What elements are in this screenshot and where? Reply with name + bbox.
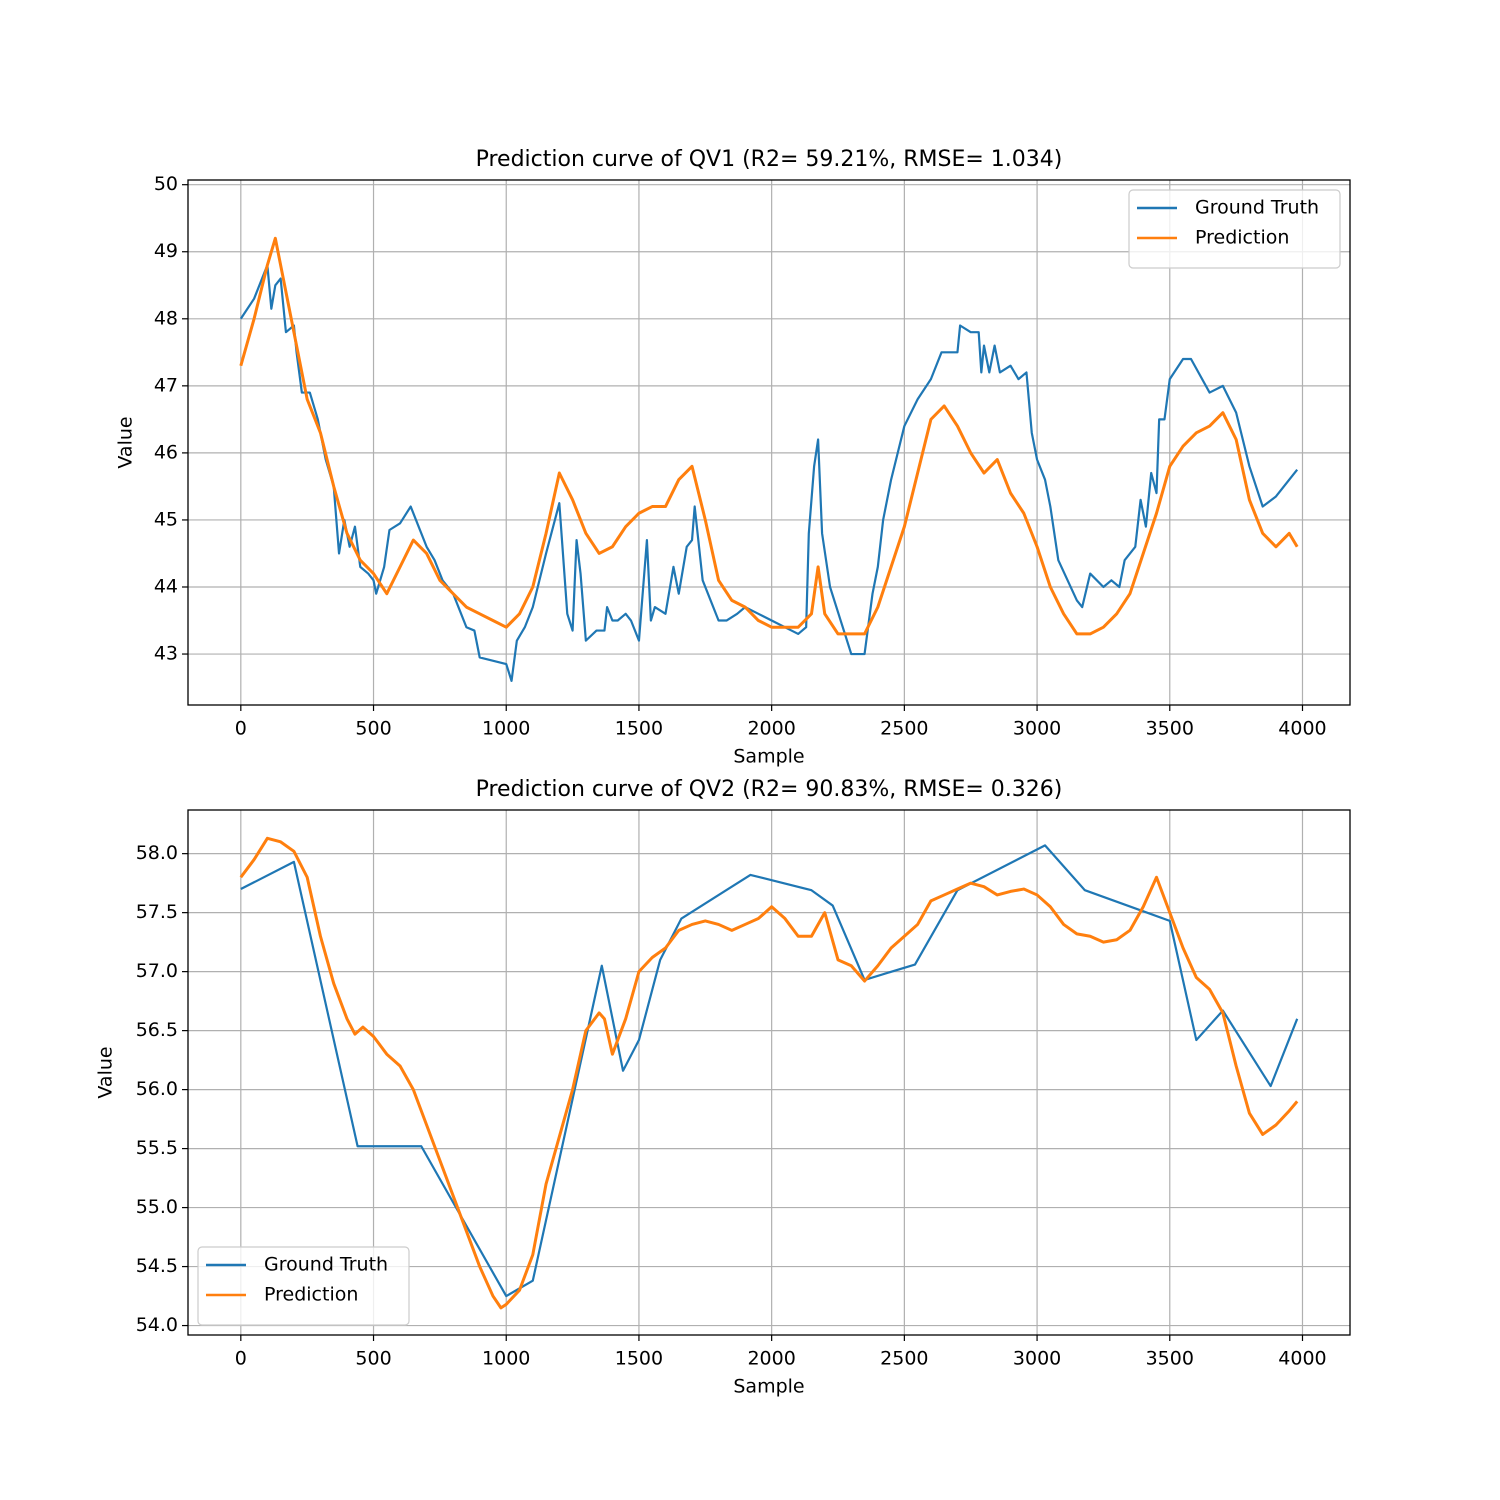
x-axis-label: Sample <box>733 746 804 768</box>
x-tick-label: 1000 <box>482 718 530 740</box>
x-tick-label: 2500 <box>880 1348 928 1370</box>
legend-label: Prediction <box>1195 227 1289 249</box>
y-tick-label: 54.5 <box>136 1255 178 1277</box>
y-axis-label: Value <box>115 416 137 468</box>
x-tick-label: 0 <box>235 1348 247 1370</box>
x-tick-label: 500 <box>355 1348 391 1370</box>
legend-label: Ground Truth <box>1195 197 1319 219</box>
y-tick-label: 56.5 <box>136 1019 178 1041</box>
y-tick-label: 48 <box>154 307 178 329</box>
x-axis-label: Sample <box>733 1376 804 1398</box>
y-axis-label: Value <box>95 1046 117 1098</box>
subplot: Prediction curve of QV2 (R2= 90.83%, RMS… <box>95 777 1351 1398</box>
legend-label: Prediction <box>264 1284 358 1306</box>
legend: Ground Truth Prediction <box>1128 189 1341 269</box>
chart-title: Prediction curve of QV2 (R2= 90.83%, RMS… <box>476 777 1063 802</box>
axes-frame <box>187 179 1351 706</box>
subplot: Prediction curve of QV1 (R2= 59.21%, RMS… <box>115 147 1351 768</box>
x-tick-label: 4000 <box>1278 1348 1326 1370</box>
x-tick-label: 500 <box>355 718 391 740</box>
y-tick-label: 55.5 <box>136 1137 178 1159</box>
series-line <box>239 236 1299 636</box>
series-line <box>240 844 1299 1298</box>
x-tick-label: 2000 <box>747 718 795 740</box>
y-tick-label: 47 <box>154 374 178 396</box>
x-tick-label: 2500 <box>880 718 928 740</box>
x-tick-label: 3500 <box>1146 718 1194 740</box>
y-tick-label: 54.0 <box>136 1314 178 1336</box>
chart-title: Prediction curve of QV1 (R2= 59.21%, RMS… <box>476 147 1063 172</box>
series-line <box>239 264 1299 682</box>
legend-label: Ground Truth <box>264 1254 388 1276</box>
y-tick-label: 45 <box>154 508 178 530</box>
y-tick-label: 57.5 <box>136 901 178 923</box>
x-tick-label: 4000 <box>1278 718 1326 740</box>
plot-area <box>239 236 1299 682</box>
plot-area <box>239 836 1299 1310</box>
y-tick-label: 44 <box>154 575 178 597</box>
legend: Ground Truth Prediction <box>197 1246 410 1326</box>
x-tick-label: 3500 <box>1146 1348 1194 1370</box>
x-tick-label: 3000 <box>1013 718 1061 740</box>
y-tick-label: 57.0 <box>136 960 178 982</box>
y-tick-label: 46 <box>154 441 178 463</box>
y-tick-label: 50 <box>154 173 178 195</box>
y-tick-label: 56.0 <box>136 1078 178 1100</box>
legend-box <box>1128 189 1341 269</box>
x-tick-label: 1500 <box>615 1348 663 1370</box>
x-tick-label: 3000 <box>1013 1348 1061 1370</box>
x-tick-label: 1500 <box>615 718 663 740</box>
y-tick-label: 49 <box>154 240 178 262</box>
y-tick-label: 43 <box>154 643 178 665</box>
x-tick-label: 1000 <box>482 1348 530 1370</box>
legend-box <box>197 1246 410 1326</box>
series-line <box>239 836 1299 1310</box>
x-tick-label: 0 <box>235 718 247 740</box>
y-tick-label: 58.0 <box>136 842 178 864</box>
y-tick-label: 55.0 <box>136 1196 178 1218</box>
axes-frame <box>187 809 1351 1336</box>
x-tick-label: 2000 <box>747 1348 795 1370</box>
